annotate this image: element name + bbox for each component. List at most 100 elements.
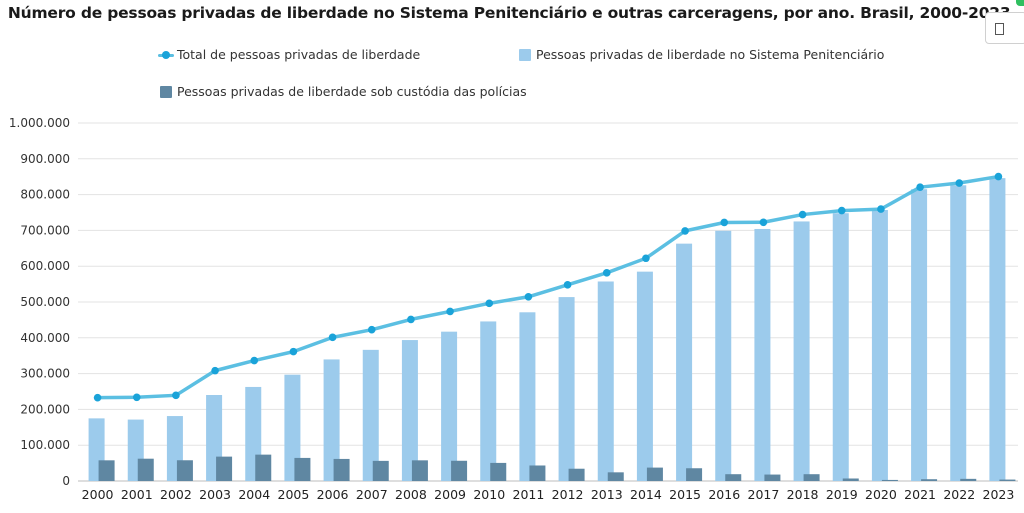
y-tick-label: 400.000 — [20, 331, 70, 345]
bar-penitenciario — [362, 349, 379, 481]
bar-policias — [568, 468, 585, 481]
y-tick-label: 0 — [62, 474, 70, 488]
x-tick-label: 2012 — [552, 487, 584, 502]
y-tick-label: 900.000 — [20, 152, 70, 166]
bar-penitenciario — [989, 178, 1006, 481]
bar-penitenciario — [754, 228, 771, 481]
point-total — [877, 205, 885, 213]
x-tick-label: 2008 — [395, 487, 427, 502]
x-tick-label: 2014 — [630, 487, 662, 502]
bar-penitenciario — [519, 312, 536, 481]
point-total — [916, 183, 924, 191]
bar-policias — [764, 474, 781, 481]
bar-policias — [686, 468, 703, 481]
y-tick-label: 700.000 — [20, 223, 70, 237]
point-total — [328, 333, 337, 342]
y-tick-label: 800.000 — [20, 188, 70, 202]
bar-policias — [529, 465, 546, 481]
bar-penitenciario — [323, 359, 340, 481]
bar-policias — [646, 467, 663, 481]
y-tick-label: 200.000 — [20, 402, 70, 416]
bar-policias — [137, 458, 154, 481]
legend-line-marker-icon — [158, 49, 174, 61]
bar-policias — [803, 474, 820, 481]
point-total — [955, 179, 964, 187]
bar-penitenciario — [441, 331, 458, 481]
x-tick-label: 2017 — [748, 487, 780, 502]
legend-label-policias: Pessoas privadas de liberdade sob custód… — [177, 84, 527, 99]
bar-policias — [607, 472, 624, 481]
x-tick-label: 2003 — [199, 487, 231, 502]
legend-box-icon — [519, 48, 531, 61]
x-tick-label: 2000 — [82, 487, 114, 502]
bar-policias — [490, 462, 507, 481]
x-tick-label: 2018 — [787, 487, 819, 502]
bar-penitenciario — [676, 243, 693, 481]
legend-label-penitenciario: Pessoas privadas de liberdade no Sistema… — [536, 47, 885, 62]
x-tick-label: 2010 — [473, 487, 505, 502]
document-icon — [995, 23, 1004, 35]
bar-penitenciario — [284, 374, 301, 481]
bar-penitenciario — [636, 271, 653, 481]
x-tick-label: 2020 — [865, 487, 897, 502]
x-tick-label: 2009 — [434, 487, 466, 502]
x-tick-label: 2004 — [238, 487, 270, 502]
bar-policias — [372, 460, 389, 481]
point-total — [759, 218, 768, 227]
legend-label-total: Total de pessoas privadas de liberdade — [177, 47, 421, 62]
point-total — [798, 210, 807, 219]
bar-policias — [960, 478, 977, 481]
bar-penitenciario — [911, 189, 928, 482]
bar-penitenciario — [480, 321, 497, 481]
legend-item-policias[interactable]: Pessoas privadas de liberdade sob custód… — [160, 84, 527, 99]
bar-policias — [176, 460, 193, 481]
x-tick-label: 2001 — [121, 487, 153, 502]
legend-box-icon — [160, 85, 172, 98]
x-tick-label: 2023 — [983, 487, 1015, 502]
point-total — [720, 218, 729, 227]
bar-penitenciario — [832, 213, 849, 481]
y-tick-label: 600.000 — [20, 259, 70, 273]
bar-policias — [725, 474, 742, 481]
point-total — [563, 281, 572, 289]
x-tick-label: 2015 — [669, 487, 701, 502]
bar-policias — [411, 460, 428, 481]
y-tick-label: 300.000 — [20, 367, 70, 381]
point-total — [289, 347, 298, 356]
bar-policias — [451, 460, 468, 481]
x-tick-label: 2002 — [160, 487, 192, 502]
bar-policias — [842, 478, 859, 481]
point-total — [837, 206, 846, 215]
bar-policias — [333, 458, 350, 481]
export-menu-button[interactable] — [985, 12, 1024, 44]
point-total — [524, 292, 533, 301]
line-total — [95, 174, 1001, 400]
bar-penitenciario — [558, 297, 575, 481]
x-tick-label: 2021 — [904, 487, 936, 502]
point-total — [485, 299, 494, 308]
bar-policias — [921, 479, 938, 481]
x-tick-label: 2007 — [356, 487, 388, 502]
point-total — [994, 172, 1003, 181]
y-tick-label: 100.000 — [20, 438, 70, 452]
y-tick-label: 500.000 — [20, 295, 70, 309]
point-total — [367, 325, 376, 334]
point-total — [250, 356, 259, 365]
point-total — [681, 227, 689, 235]
x-tick-label: 2019 — [826, 487, 858, 502]
legend-item-penitenciario[interactable]: Pessoas privadas de liberdade no Sistema… — [519, 47, 884, 62]
point-total — [172, 391, 180, 400]
point-total — [132, 393, 141, 402]
bar-policias — [255, 454, 272, 481]
legend-item-total[interactable]: Total de pessoas privadas de liberdade — [158, 47, 420, 62]
point-total — [602, 269, 611, 277]
point-total — [211, 366, 219, 375]
bar-policias — [294, 457, 311, 481]
chart-title: Número de pessoas privadas de liberdade … — [7, 4, 1017, 22]
bar-penitenciario — [871, 209, 888, 481]
x-tick-label: 2011 — [513, 487, 545, 502]
x-tick-label: 2005 — [278, 487, 310, 502]
point-total — [446, 307, 454, 316]
bar-penitenciario — [793, 221, 810, 481]
